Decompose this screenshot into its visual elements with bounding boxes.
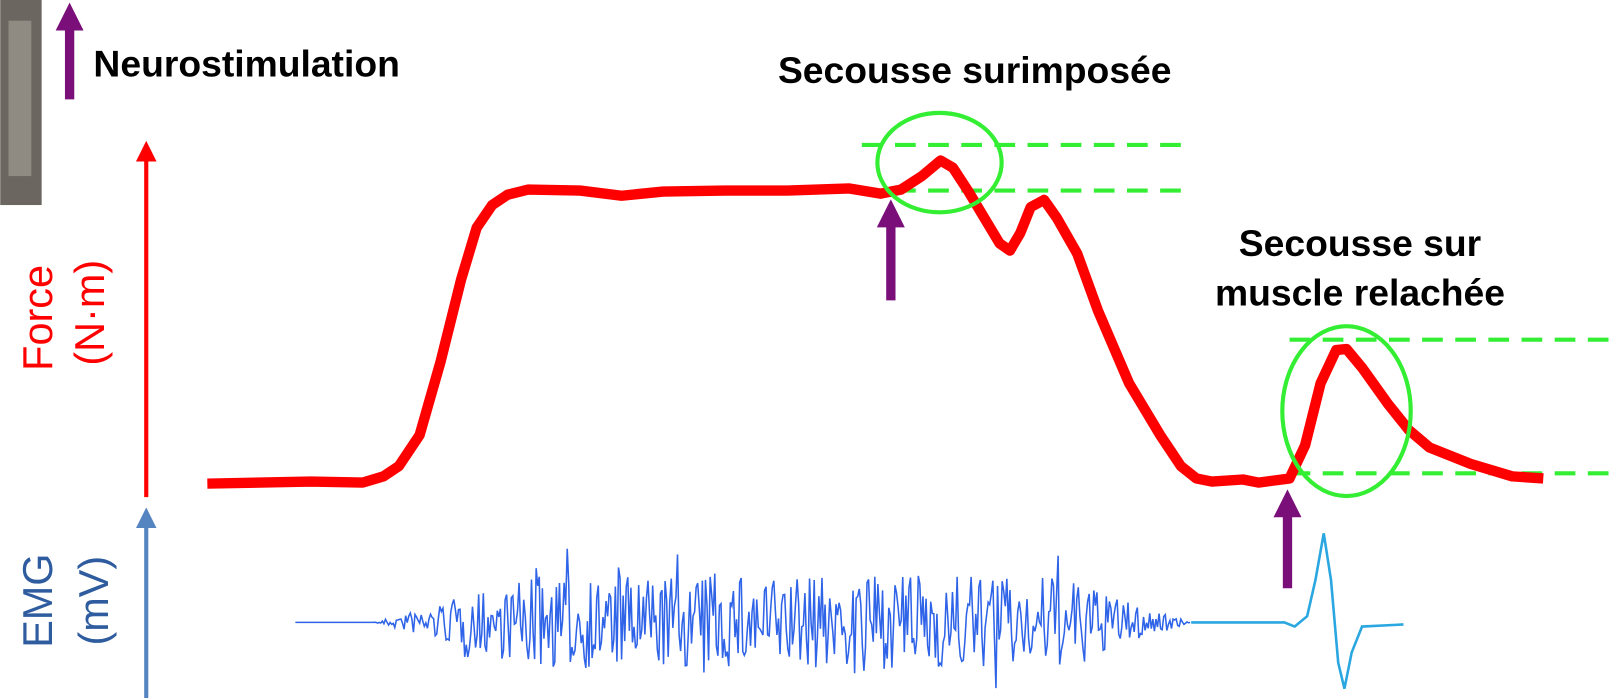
annotation: Secousse sur bbox=[1239, 222, 1481, 264]
highlight-circles bbox=[875, 110, 1413, 499]
reference-lines bbox=[861, 142, 1616, 476]
force-curve bbox=[207, 155, 1544, 489]
emg-unit: (mV) bbox=[71, 556, 117, 646]
annotation: Secousse surimposée bbox=[778, 49, 1172, 91]
emg-label: EMG bbox=[15, 553, 61, 647]
force-unit: (N·m) bbox=[67, 260, 113, 366]
force-label: Force bbox=[15, 265, 61, 371]
emg-twitch bbox=[1191, 533, 1404, 689]
photo-detail bbox=[8, 20, 32, 177]
annotation: muscle relachée bbox=[1215, 272, 1505, 314]
emg-signal bbox=[295, 548, 1191, 689]
legend-label: Neurostimulation bbox=[93, 43, 399, 85]
